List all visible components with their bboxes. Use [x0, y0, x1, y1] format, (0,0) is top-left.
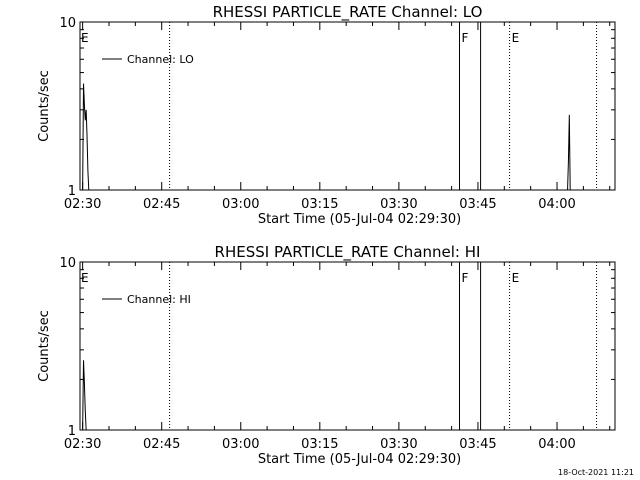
- chart-2-start-marker: E: [81, 271, 89, 285]
- chart-2-axes-frame: [79, 261, 616, 431]
- chart-1-axes-frame: [79, 21, 616, 191]
- chart-2-y-axis-label: Counts/sec: [37, 310, 52, 382]
- chart-2-series-1-burst-1: [82, 360, 87, 431]
- chart-1-event-marker-4: E: [512, 31, 520, 45]
- chart-2-x-tick-label: 03:00: [222, 437, 259, 452]
- chart-1-x-tick-label: 02:45: [143, 197, 180, 212]
- chart-2-legend-label: Channel: HI: [127, 293, 191, 306]
- chart-2-x-axis-label: Start Time (05-Jul-04 02:29:30): [258, 452, 461, 467]
- chart-2-x-tick-label: 02:45: [143, 437, 180, 452]
- chart-1-x-tick-label: 03:00: [222, 197, 259, 212]
- chart-2-x-tick-label: 04:00: [538, 437, 575, 452]
- chart-1-title: RHESSI PARTICLE_RATE Channel: LO: [213, 3, 483, 22]
- chart-1-legend-label: Channel: LO: [127, 53, 194, 66]
- chart-1-y-axis-label: Counts/sec: [37, 70, 52, 142]
- chart-2-x-tick-label: 03:30: [380, 437, 417, 452]
- chart-1-x-tick-label: 03:45: [459, 197, 496, 212]
- chart-2-x-tick-label: 03:45: [459, 437, 496, 452]
- chart-2-y-tick-label: 1: [68, 424, 76, 439]
- chart-2-x-tick-label: 03:15: [301, 437, 338, 452]
- chart-1-series-1-burst-2: [567, 114, 571, 191]
- chart-1-x-tick-label: 02:30: [64, 197, 101, 212]
- chart-1-y-tick-label: 1: [68, 184, 76, 199]
- chart-2-title: RHESSI PARTICLE_RATE Channel: HI: [215, 243, 481, 262]
- chart-2-event-marker-2: F: [462, 271, 469, 285]
- chart-1-x-axis-label: Start Time (05-Jul-04 02:29:30): [258, 212, 461, 227]
- chart-2-x-tick-label: 02:30: [64, 437, 101, 452]
- chart-2-y-tick-label: 10: [59, 256, 76, 271]
- chart-1-start-marker: E: [81, 31, 89, 45]
- chart-1-x-tick-label: 03:15: [301, 197, 338, 212]
- chart-1-series-1-burst-1: [82, 83, 90, 191]
- chart-1-x-tick-label: 04:00: [538, 197, 575, 212]
- chart-1-y-tick-label: 10: [59, 16, 76, 31]
- chart-2-event-marker-4: E: [512, 271, 520, 285]
- footer-date: 18-Oct-2021 11:21: [558, 468, 634, 477]
- chart-1-x-tick-label: 03:30: [380, 197, 417, 212]
- chart-1-event-marker-2: F: [462, 31, 469, 45]
